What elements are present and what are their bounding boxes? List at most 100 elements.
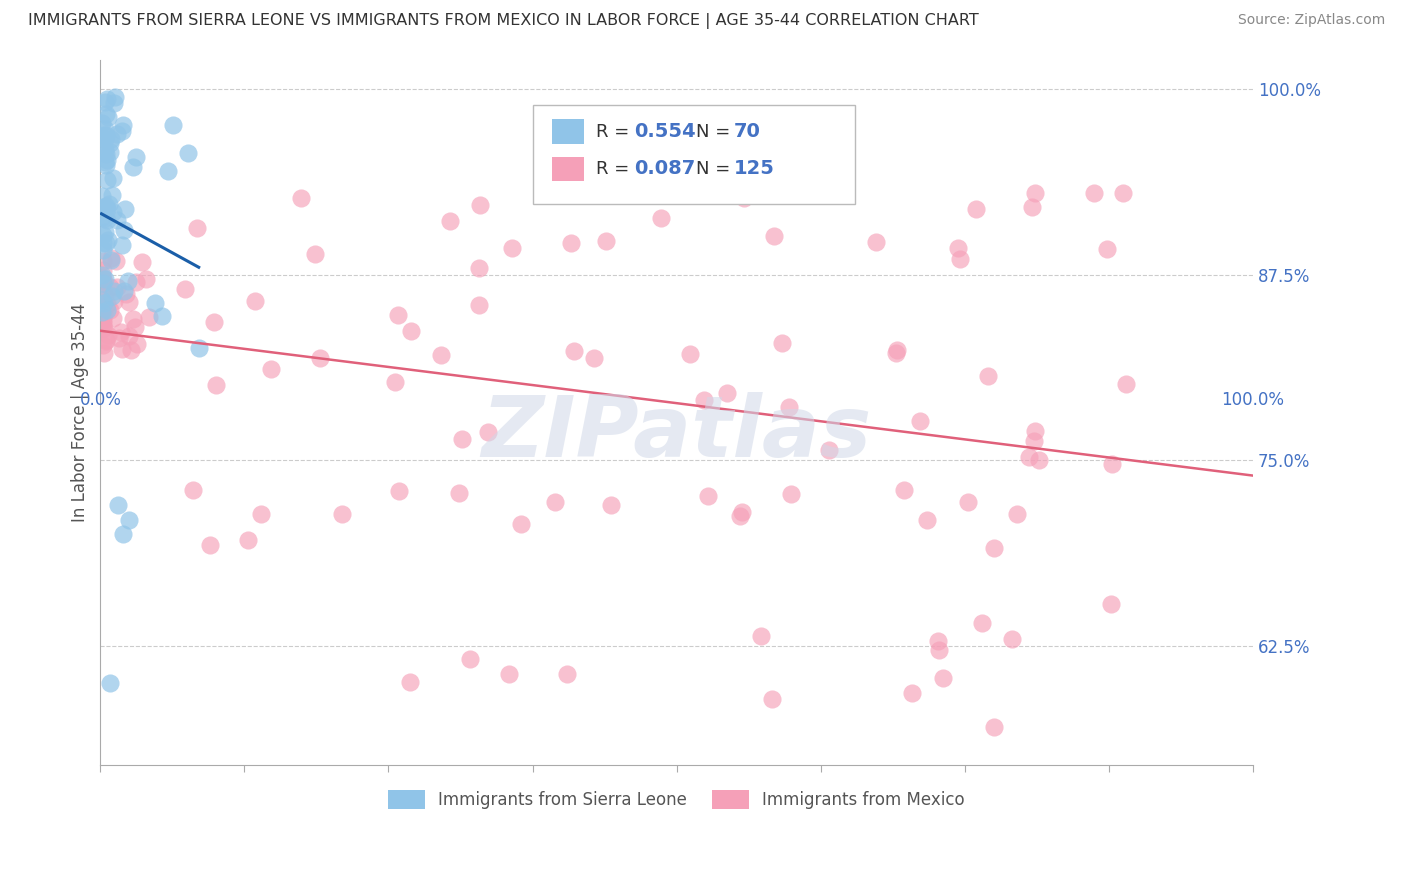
Point bbox=[770, 335, 793, 350]
Text: 0.087: 0.087 bbox=[634, 160, 695, 178]
Point bbox=[304, 247, 326, 261]
Point bbox=[107, 498, 129, 512]
Point bbox=[100, 132, 122, 146]
Point bbox=[138, 310, 160, 324]
Point bbox=[111, 118, 134, 132]
Point bbox=[91, 228, 114, 243]
Bar bbox=[553, 120, 585, 144]
Point bbox=[100, 279, 122, 293]
Point bbox=[928, 643, 950, 657]
Point bbox=[650, 211, 672, 225]
Text: R =: R = bbox=[596, 160, 636, 178]
Point bbox=[439, 213, 461, 227]
Text: ZIPatlas: ZIPatlas bbox=[481, 392, 872, 475]
Bar bbox=[553, 156, 585, 181]
Point bbox=[96, 297, 118, 311]
Point bbox=[121, 312, 143, 326]
Point bbox=[90, 268, 112, 282]
Point bbox=[91, 236, 114, 251]
Point bbox=[1021, 200, 1043, 214]
Point bbox=[908, 414, 931, 428]
Point bbox=[93, 317, 115, 331]
Point bbox=[693, 392, 716, 407]
Point bbox=[1028, 453, 1050, 467]
Point bbox=[582, 351, 605, 365]
Point bbox=[93, 131, 115, 145]
Point bbox=[949, 252, 972, 267]
Point bbox=[205, 378, 228, 392]
Point bbox=[103, 293, 125, 308]
Point bbox=[884, 346, 907, 360]
Point bbox=[98, 145, 121, 160]
Point bbox=[983, 720, 1005, 734]
Point bbox=[555, 667, 578, 681]
Point bbox=[1099, 598, 1122, 612]
Point bbox=[114, 202, 136, 216]
Point bbox=[91, 188, 114, 202]
Point bbox=[118, 513, 141, 527]
Point bbox=[1083, 186, 1105, 201]
Point bbox=[112, 527, 135, 541]
Point bbox=[544, 494, 567, 508]
Point bbox=[384, 375, 406, 389]
Point bbox=[93, 320, 115, 334]
Point bbox=[101, 205, 124, 219]
Point bbox=[716, 386, 738, 401]
Point bbox=[104, 90, 127, 104]
Point bbox=[94, 333, 117, 347]
Point bbox=[100, 252, 122, 267]
Point bbox=[103, 311, 125, 326]
Point bbox=[125, 276, 148, 290]
Point bbox=[1115, 376, 1137, 391]
Point bbox=[177, 145, 200, 160]
Point bbox=[101, 171, 124, 186]
Point bbox=[731, 505, 754, 519]
Point bbox=[236, 533, 259, 547]
Point bbox=[96, 128, 118, 142]
Point bbox=[401, 324, 423, 338]
Point bbox=[150, 309, 173, 323]
Point bbox=[927, 633, 949, 648]
Point bbox=[763, 188, 786, 202]
Point bbox=[94, 211, 117, 226]
Point bbox=[761, 692, 783, 706]
Point bbox=[91, 263, 114, 277]
Point bbox=[451, 432, 474, 446]
Point bbox=[90, 293, 112, 307]
Y-axis label: In Labor Force | Age 35-44: In Labor Force | Age 35-44 bbox=[72, 302, 89, 522]
Point bbox=[948, 241, 970, 255]
Point bbox=[733, 191, 755, 205]
Point bbox=[105, 279, 128, 293]
Point bbox=[94, 199, 117, 213]
Point bbox=[93, 200, 115, 214]
Point bbox=[560, 235, 582, 250]
Point bbox=[498, 667, 520, 681]
Point bbox=[96, 212, 118, 227]
Point bbox=[115, 286, 138, 301]
Point bbox=[93, 154, 115, 169]
Point bbox=[501, 242, 523, 256]
Point bbox=[388, 484, 411, 499]
Point bbox=[93, 272, 115, 286]
Point bbox=[398, 674, 420, 689]
Point bbox=[1024, 425, 1046, 439]
Point bbox=[763, 229, 786, 244]
Point bbox=[245, 293, 267, 308]
Point bbox=[90, 304, 112, 318]
Point bbox=[865, 235, 887, 249]
Point bbox=[387, 308, 409, 322]
Point bbox=[120, 343, 142, 357]
Point bbox=[972, 616, 994, 631]
Point bbox=[122, 160, 145, 174]
Point bbox=[91, 244, 114, 258]
Point bbox=[112, 285, 135, 299]
Point bbox=[308, 351, 330, 366]
Point bbox=[510, 516, 533, 531]
Point bbox=[91, 338, 114, 352]
Text: 0.554: 0.554 bbox=[634, 122, 696, 141]
Point bbox=[125, 337, 148, 351]
Point bbox=[124, 150, 146, 164]
Point bbox=[156, 163, 179, 178]
Point bbox=[983, 541, 1005, 556]
Point bbox=[1022, 434, 1045, 448]
